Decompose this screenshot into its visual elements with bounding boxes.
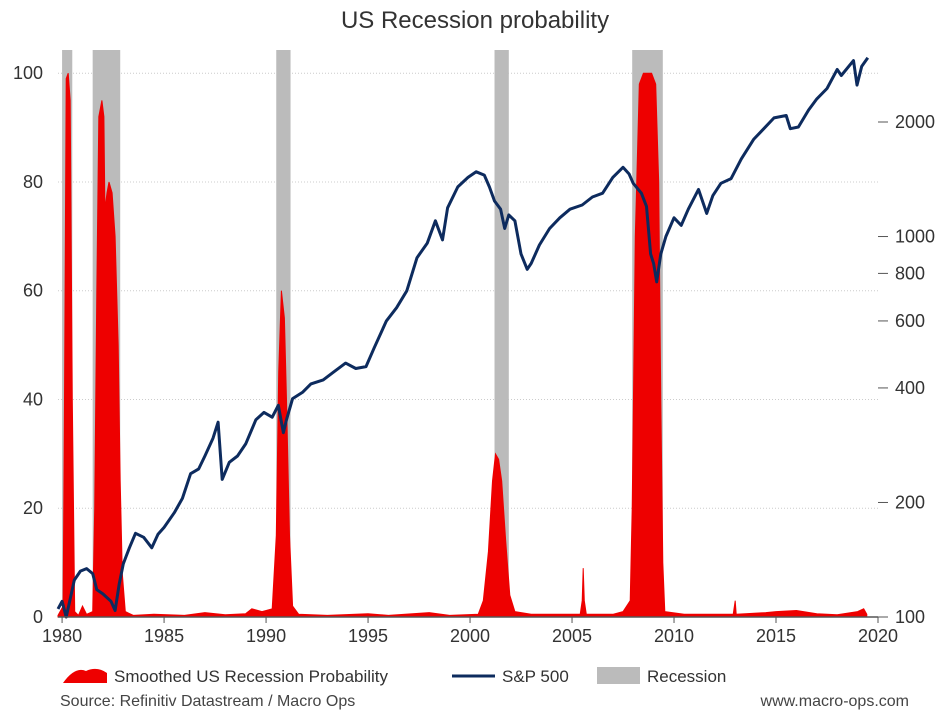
x-tick-label: 1980: [42, 626, 82, 646]
y-right-tick-label: 400: [895, 378, 925, 398]
y-right-tick-label: 1000: [895, 227, 935, 247]
x-tick-label: 2020: [858, 626, 898, 646]
x-tick-label: 2005: [552, 626, 592, 646]
legend: Smoothed US Recession Probability S&P 500…: [63, 667, 726, 686]
x-tick-label: 2000: [450, 626, 490, 646]
recession-bars: [62, 50, 663, 617]
sp500-line: [56, 56, 870, 619]
probability-area: [57, 72, 868, 618]
y-left-tick-label: 80: [23, 172, 43, 192]
sp500-line-layer: [56, 56, 870, 619]
chart-title: US Recession probability: [341, 7, 609, 34]
probability-area-layer: [57, 72, 868, 618]
x-tick-label: 1995: [348, 626, 388, 646]
x-tick-label: 1990: [246, 626, 286, 646]
legend-label-probability: Smoothed US Recession Probability: [114, 667, 389, 686]
legend-label-recession: Recession: [647, 667, 726, 686]
y-left-tick-label: 100: [13, 63, 43, 83]
website-note: www.macro-ops.com: [760, 693, 909, 710]
y-left-tick-label: 0: [33, 607, 43, 627]
y-right-tick-label: 800: [895, 263, 925, 283]
x-tick-label: 2015: [756, 626, 796, 646]
y-left-tick-label: 40: [23, 389, 43, 409]
y-right-tick-label: 600: [895, 311, 925, 331]
axes: 0 20 40 60 80 100 100 200 400 600 800 1000 2000 1980 1…: [13, 63, 935, 646]
y-left-tick-label: 60: [23, 281, 43, 301]
legend-swatch-recession: [597, 667, 640, 684]
y-right-tick-label: 100: [895, 607, 925, 627]
y-left-tick-label: 20: [23, 498, 43, 518]
source-note: Source: Refinitiv Datastream / Macro Ops: [60, 693, 355, 710]
x-tick-label: 2010: [654, 626, 694, 646]
y-right-tick-label: 2000: [895, 112, 935, 132]
x-tick-label: 1985: [144, 626, 184, 646]
y-right-tick-label: 200: [895, 492, 925, 512]
legend-label-sp500: S&P 500: [502, 667, 569, 686]
legend-swatch-probability: [63, 668, 107, 683]
